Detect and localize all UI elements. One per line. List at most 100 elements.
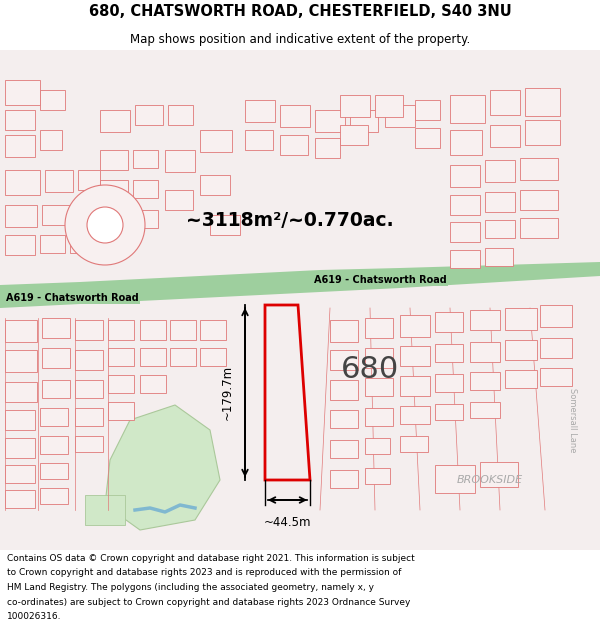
Bar (485, 248, 513, 266)
Text: Contains OS data © Crown copyright and database right 2021. This information is : Contains OS data © Crown copyright and d… (7, 554, 415, 562)
Bar (40, 130, 62, 150)
Polygon shape (0, 262, 600, 308)
Text: Somersall Lane: Somersall Lane (568, 388, 577, 452)
Bar (5, 438, 35, 458)
Bar (42, 348, 70, 368)
Bar (40, 235, 65, 253)
Bar (100, 110, 130, 132)
Bar (350, 110, 378, 132)
Bar (365, 438, 390, 454)
Bar (75, 350, 103, 370)
Text: A619 - Chatsworth Road: A619 - Chatsworth Road (314, 275, 446, 285)
Bar (330, 320, 358, 342)
Bar (330, 410, 358, 428)
Bar (505, 340, 537, 360)
Bar (5, 465, 35, 483)
Bar (330, 380, 358, 400)
Bar (210, 215, 240, 235)
Bar (540, 368, 572, 386)
Text: co-ordinates) are subject to Crown copyright and database rights 2023 Ordnance S: co-ordinates) are subject to Crown copyr… (7, 598, 410, 607)
Bar (525, 88, 560, 116)
Bar (5, 170, 40, 195)
Bar (85, 495, 125, 525)
Bar (5, 382, 37, 402)
Bar (315, 110, 345, 132)
Bar (42, 205, 70, 225)
Text: ~3118m²/~0.770ac.: ~3118m²/~0.770ac. (186, 211, 394, 229)
Bar (108, 348, 134, 366)
Bar (40, 463, 68, 479)
Bar (365, 378, 393, 396)
Bar (400, 406, 430, 424)
Bar (450, 195, 480, 215)
Bar (330, 440, 358, 458)
Bar (168, 105, 193, 125)
Bar (133, 150, 158, 168)
Bar (375, 95, 403, 117)
Bar (40, 488, 68, 504)
Bar (470, 402, 500, 418)
Text: HM Land Registry. The polygons (including the associated geometry, namely x, y: HM Land Registry. The polygons (includin… (7, 583, 374, 592)
Bar (5, 135, 35, 157)
Bar (100, 180, 128, 200)
Bar (450, 222, 480, 242)
Bar (525, 120, 560, 145)
Bar (400, 436, 428, 452)
Bar (365, 318, 393, 338)
Bar (5, 490, 35, 508)
Bar (108, 402, 134, 420)
Bar (435, 344, 463, 362)
Bar (520, 190, 558, 210)
Bar (165, 190, 193, 210)
Bar (540, 338, 572, 358)
Bar (365, 468, 390, 484)
Bar (415, 128, 440, 148)
Text: 100026316.: 100026316. (7, 612, 62, 621)
Bar (280, 105, 310, 127)
Bar (520, 218, 558, 238)
Bar (40, 408, 68, 426)
Bar (75, 205, 97, 223)
Bar (133, 210, 158, 228)
Text: to Crown copyright and database rights 2023 and is reproduced with the permissio: to Crown copyright and database rights 2… (7, 568, 401, 578)
Polygon shape (105, 405, 220, 530)
Bar (108, 375, 134, 393)
Bar (520, 158, 558, 180)
Bar (75, 408, 103, 426)
Bar (5, 235, 35, 255)
Bar (165, 150, 195, 172)
Bar (200, 320, 226, 340)
Bar (450, 250, 480, 268)
Text: 680: 680 (341, 356, 399, 384)
Bar (135, 105, 163, 125)
Text: ~44.5m: ~44.5m (264, 516, 311, 529)
Text: ~179.7m: ~179.7m (221, 365, 233, 420)
Bar (140, 348, 166, 366)
Bar (5, 205, 37, 227)
Bar (170, 320, 196, 340)
Bar (200, 348, 226, 366)
Bar (450, 95, 485, 123)
Bar (140, 375, 166, 393)
Bar (450, 165, 480, 187)
Bar (340, 95, 370, 117)
Text: BROOKSIDE: BROOKSIDE (457, 475, 523, 485)
Bar (330, 350, 358, 370)
Bar (470, 310, 500, 330)
Bar (470, 342, 500, 362)
Bar (200, 130, 232, 152)
Bar (505, 308, 537, 330)
Bar (470, 372, 500, 390)
Bar (435, 404, 463, 420)
Bar (70, 235, 90, 253)
Bar (400, 376, 430, 396)
Bar (75, 436, 103, 452)
Bar (40, 436, 68, 454)
Bar (400, 315, 430, 337)
Bar (280, 135, 308, 155)
Bar (505, 370, 537, 388)
Bar (5, 410, 35, 430)
Bar (5, 320, 37, 342)
Bar (200, 175, 230, 195)
Text: A619 - Chatsworth Road: A619 - Chatsworth Road (5, 293, 139, 303)
